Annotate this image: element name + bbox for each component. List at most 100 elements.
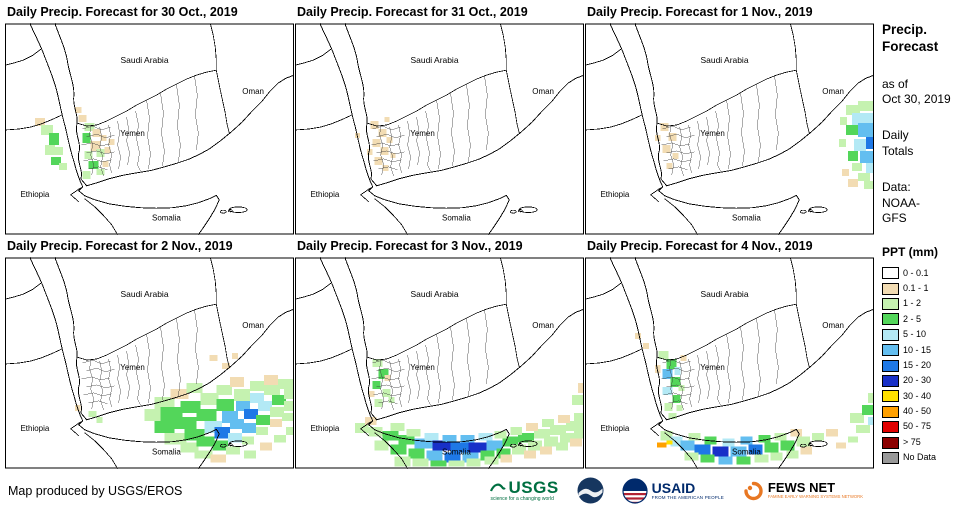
legend-items: 0 - 0.1 0.1 - 1 1 - 2 2 - 5 5 - 10 10 - 15 15 … [882,266,967,466]
noaa-logo [577,477,604,504]
usgs-wave-icon [490,483,507,491]
usgs-tagline: science for a changing world [490,496,554,502]
legend-label: 2 - 5 [903,313,922,324]
svg-text:Oman: Oman [822,87,844,96]
legend-asof-label: as of [882,76,909,91]
panel-title: Daily Precip. Forecast for 4 Nov., 2019 [587,239,813,253]
legend-item: 0.1 - 1 [882,281,967,296]
legend-label: 40 - 50 [903,406,932,417]
usaid-seal-icon [622,477,648,504]
fews-tagline: FAMINE EARLY WARNING SYSTEMS NETWORK [767,494,863,500]
map-panel: Daily Precip. Forecast for 31 Oct., 2019… [295,4,584,235]
legend-swatch [882,298,899,311]
fews-globe-icon [744,481,763,500]
legend-totals-line2: Totals [882,143,914,158]
legend-totals: Daily Totals [882,128,967,159]
usgs-logo: USGS science for a changing world [490,479,558,502]
svg-text:Oman: Oman [532,321,554,330]
legend-item: 5 - 10 [882,327,967,342]
map-panel: Daily Precip. Forecast for 4 Nov., 2019 … [585,238,874,469]
legend-item: 10 - 15 [882,343,967,358]
svg-text:Saudi Arabia: Saudi Arabia [701,289,749,299]
legend-item: 20 - 30 [882,373,967,388]
legend-title: Precip. Forecast [882,22,967,56]
legend-label: No Data [903,452,937,463]
legend-item: 40 - 50 [882,404,967,419]
legend-asof: as of Oct 30, 2019 [882,77,967,108]
svg-text:Yemen: Yemen [410,363,435,372]
legend-ppt-label: PPT (mm) [882,245,939,260]
svg-text:Oman: Oman [532,87,554,96]
footer-logos: USGS science for a changing world [490,477,863,504]
precip-map-oct30: Saudi Arabia Oman Yemen Ethiopia Somalia [5,23,294,235]
svg-text:Ethiopia: Ethiopia [600,190,629,199]
svg-text:Saudi Arabia: Saudi Arabia [121,55,169,65]
panel-title: Daily Precip. Forecast for 3 Nov., 2019 [297,239,523,253]
panel-title: Daily Precip. Forecast for 31 Oct., 2019 [297,5,528,19]
legend-swatch [882,359,899,372]
panel-title: Daily Precip. Forecast for 30 Oct., 2019 [7,5,238,19]
svg-text:Somalia: Somalia [732,214,761,223]
legend-asof-date: Oct 30, 2019 [882,92,951,107]
precip-map-nov2: Saudi Arabia Oman Yemen Ethiopia Somalia [5,257,294,469]
legend-label: 15 - 20 [903,359,932,370]
svg-text:Ethiopia: Ethiopia [310,190,339,199]
legend-data-line1: NOAA- [882,195,921,210]
svg-text:Saudi Arabia: Saudi Arabia [701,55,749,65]
svg-text:Saudi Arabia: Saudi Arabia [411,289,459,299]
noaa-seal-icon [577,477,604,504]
fews-net-logo: FEWS NET FAMINE EARLY WARNING SYSTEMS NE… [742,480,863,502]
svg-text:Ethiopia: Ethiopia [600,424,629,433]
legend-swatch [882,405,899,418]
legend-totals-line1: Daily [882,128,909,143]
legend-label: 1 - 2 [903,298,922,309]
svg-text:Saudi Arabia: Saudi Arabia [121,289,169,299]
legend-swatch [882,436,899,449]
legend-title-line1: Precip. [882,22,928,37]
svg-text:Yemen: Yemen [700,363,725,372]
legend-label: 20 - 30 [903,375,932,386]
precip-map-oct31: Saudi Arabia Oman Yemen Ethiopia Somalia [295,23,584,235]
legend-label: 10 - 15 [903,344,932,355]
svg-text:Yemen: Yemen [120,129,145,138]
legend-item: 2 - 5 [882,312,967,327]
legend-title-line2: Forecast [882,38,939,54]
legend-swatch [882,267,899,280]
legend-label: 0.1 - 1 [903,282,929,293]
legend-item: > 75 [882,435,967,450]
legend-swatch [882,452,899,464]
usaid-logo: USAID FROM THE AMERICAN PEOPLE [622,477,724,504]
legend-datasource: Data: NOAA- GFS [882,180,967,226]
precip-map-nov3: Saudi Arabia Oman Yemen Ethiopia Somalia [295,257,584,469]
legend-item: 0 - 0.1 [882,266,967,281]
svg-text:Ethiopia: Ethiopia [310,424,339,433]
legend-swatch [882,313,899,326]
svg-text:Somalia: Somalia [152,214,181,223]
legend-data-label: Data: [882,180,911,195]
legend-item: 50 - 75 [882,420,967,435]
legend-swatch [882,421,899,434]
svg-text:Yemen: Yemen [700,129,725,138]
legend-item: No Data [882,450,967,465]
legend-swatch [882,328,899,341]
legend-swatch [882,344,899,357]
legend-sidebar: Precip. Forecast as of Oct 30, 2019 Dail… [882,4,967,466]
legend-swatch [882,390,899,403]
map-attribution: Map produced by USGS/EROS [8,483,183,498]
svg-text:Oman: Oman [822,321,844,330]
map-panel: Daily Precip. Forecast for 30 Oct., 2019… [5,4,294,235]
svg-text:Somalia: Somalia [442,448,471,457]
legend-item: 30 - 40 [882,389,967,404]
usaid-wordmark: USAID [651,479,696,496]
panel-title: Daily Precip. Forecast for 1 Nov., 2019 [587,5,813,19]
svg-text:Somalia: Somalia [152,448,181,457]
svg-text:Ethiopia: Ethiopia [20,424,49,433]
footer: Map produced by USGS/EROS USGS science f… [0,470,967,511]
svg-text:Oman: Oman [242,321,264,330]
legend-label: 5 - 10 [903,329,927,340]
svg-text:Somalia: Somalia [732,448,761,457]
legend-data-line2: GFS [882,210,907,225]
legend-item: 15 - 20 [882,358,967,373]
map-panel: Daily Precip. Forecast for 3 Nov., 2019 … [295,238,584,469]
